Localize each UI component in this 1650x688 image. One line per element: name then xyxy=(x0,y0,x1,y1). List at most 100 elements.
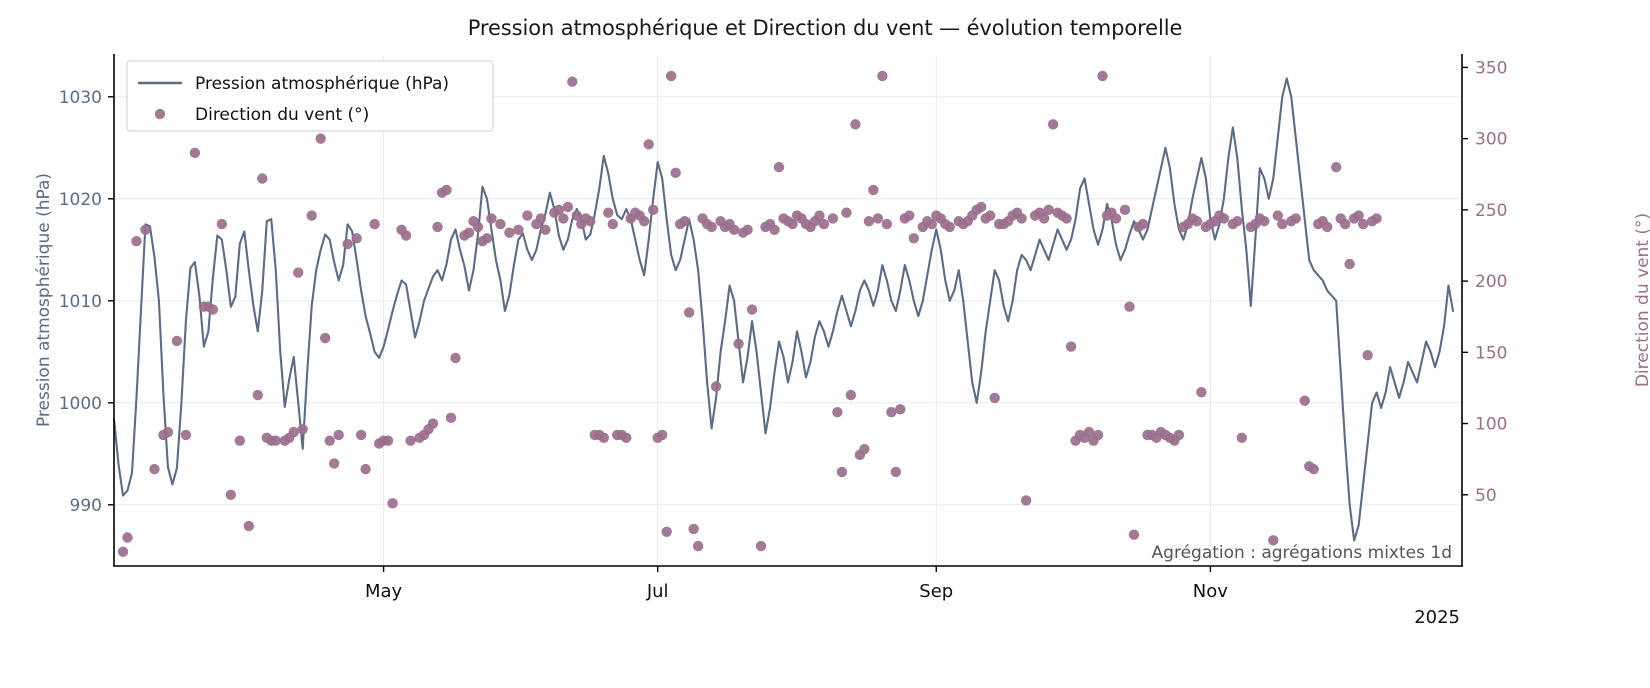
legend-entry-label[interactable]: Direction du vent (°) xyxy=(195,105,369,125)
scatter-point xyxy=(886,406,897,418)
scatter-point xyxy=(944,221,955,233)
scatter-point xyxy=(535,213,547,224)
scatter-point xyxy=(1362,349,1373,361)
y-axis-right-label: Direction du vent (°) xyxy=(1633,212,1650,388)
axes-layer xyxy=(108,54,1468,572)
scatter-point xyxy=(890,466,902,478)
y-axis-right-tick-label: 100 xyxy=(1475,415,1507,435)
scatter-point xyxy=(216,218,228,230)
chart-legend[interactable]: Pression atmosphérique (hPa) Direction du… xyxy=(126,60,494,132)
scatter-point xyxy=(225,489,237,500)
scatter-point xyxy=(989,392,1000,404)
scatter-point xyxy=(863,216,875,227)
scatter-point xyxy=(1371,213,1382,224)
scatter-point xyxy=(481,233,493,244)
scatter-point xyxy=(1218,213,1230,224)
annotation-layer: Agrégation : agrégations mixtes 1d xyxy=(1152,543,1452,563)
scatter-point xyxy=(733,338,744,349)
scatter-point xyxy=(171,335,183,347)
scatter-point xyxy=(562,201,574,213)
scatter-point xyxy=(382,435,394,446)
scatter-point xyxy=(661,526,672,538)
scatter-point xyxy=(926,218,937,230)
scatter-point xyxy=(553,204,565,216)
scatter-point xyxy=(656,429,668,441)
scatter-point xyxy=(1097,70,1108,82)
pressure-line-series xyxy=(112,77,1455,542)
scatter-point xyxy=(1290,213,1301,224)
series-layer xyxy=(112,70,1455,557)
scatter-point xyxy=(1061,213,1072,224)
scatter-point xyxy=(1191,216,1203,227)
scatter-point xyxy=(1322,221,1333,233)
scatter-point xyxy=(904,210,915,221)
scatter-point xyxy=(293,267,304,278)
scatter-point xyxy=(598,432,609,443)
gridlines xyxy=(114,56,1462,566)
scatter-point xyxy=(1038,213,1050,224)
scatter-point xyxy=(243,520,254,532)
scatter-point xyxy=(122,532,133,543)
scatter-point xyxy=(1232,216,1243,227)
scatter-point xyxy=(1353,210,1364,221)
scatter-point xyxy=(603,207,614,218)
x-axis-tick-label: Nov xyxy=(1193,581,1228,602)
x-axis-tick-label: Sep xyxy=(919,581,953,602)
wind-direction-scatter-series xyxy=(117,70,1382,557)
scatter-point xyxy=(895,404,906,415)
scatter-point xyxy=(639,216,650,227)
y-axis-left-tick-label: 1020 xyxy=(59,190,102,210)
scatter-point xyxy=(845,389,857,401)
scatter-point xyxy=(773,161,785,173)
scatter-point xyxy=(1137,218,1149,230)
scatter-point xyxy=(1196,387,1207,398)
scatter-point xyxy=(1128,529,1140,540)
scatter-point xyxy=(306,210,317,221)
scatter-point xyxy=(742,224,753,235)
legend-entry-label[interactable]: Pression atmosphérique (hPa) xyxy=(195,74,449,94)
scatter-point xyxy=(1268,535,1279,546)
scatter-point xyxy=(288,426,299,438)
scatter-point xyxy=(328,458,340,469)
scatter-point xyxy=(504,227,515,238)
scatter-point xyxy=(400,230,412,241)
scatter-point xyxy=(643,139,654,150)
scatter-point xyxy=(270,435,281,446)
scatter-point xyxy=(324,435,335,446)
scatter-point xyxy=(585,216,596,227)
scatter-point xyxy=(234,435,246,446)
legend-background xyxy=(126,60,494,132)
scatter-point xyxy=(648,204,659,216)
scatter-point xyxy=(522,210,533,221)
scatter-point xyxy=(836,466,848,478)
scatter-point xyxy=(1330,161,1342,173)
tick-labels-layer: 990 1000 1010 1020 1030 50 100 150 200 250 300 350 M… xyxy=(59,58,1508,602)
scatter-point xyxy=(427,418,439,429)
x-axis-tick-label: May xyxy=(365,581,403,602)
scatter-point xyxy=(607,218,618,230)
scatter-point xyxy=(1092,429,1104,441)
scatter-point xyxy=(976,201,987,213)
scatter-point xyxy=(832,406,843,418)
scatter-point xyxy=(679,216,690,227)
y-axis-right-tick-label: 300 xyxy=(1475,130,1507,150)
scatter-point xyxy=(495,218,506,230)
scatter-point xyxy=(881,218,893,230)
scatter-point xyxy=(207,304,219,315)
scatter-point xyxy=(1110,213,1122,224)
scatter-point xyxy=(513,224,524,235)
scatter-point xyxy=(787,218,798,230)
scatter-point xyxy=(441,184,452,196)
scatter-point xyxy=(540,224,551,235)
scatter-point xyxy=(1020,495,1032,506)
scatter-point xyxy=(1124,301,1135,312)
scatter-point xyxy=(351,233,362,244)
scatter-point xyxy=(355,429,367,441)
scatter-point xyxy=(683,307,695,318)
y-axis-left-tick-label: 1030 xyxy=(59,88,102,108)
scatter-point xyxy=(814,210,825,221)
y-axis-left-tick-label: 990 xyxy=(70,496,102,516)
scatter-point xyxy=(140,224,151,235)
